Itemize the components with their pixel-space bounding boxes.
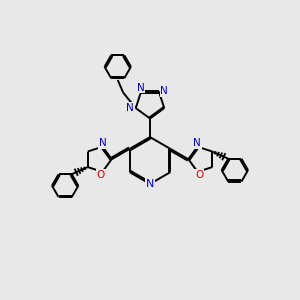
Text: O: O (97, 170, 105, 180)
Text: N: N (127, 103, 134, 113)
Text: N: N (160, 86, 168, 96)
Text: N: N (193, 138, 201, 148)
Text: O: O (195, 170, 203, 180)
Text: N: N (99, 138, 107, 148)
Text: N: N (137, 83, 145, 93)
Text: N: N (146, 179, 154, 189)
